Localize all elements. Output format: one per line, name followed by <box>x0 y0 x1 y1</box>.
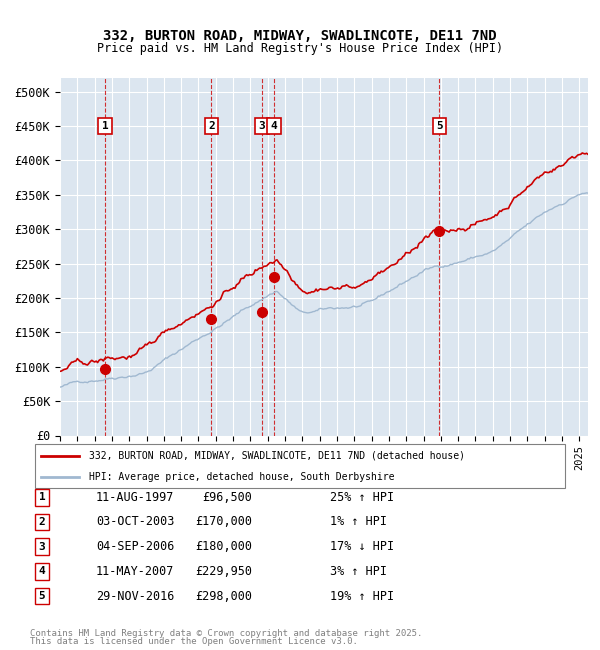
Text: £96,500: £96,500 <box>202 491 252 504</box>
Text: Contains HM Land Registry data © Crown copyright and database right 2025.: Contains HM Land Registry data © Crown c… <box>30 629 422 638</box>
Text: 19% ↑ HPI: 19% ↑ HPI <box>330 590 394 603</box>
Text: £180,000: £180,000 <box>195 540 252 553</box>
Text: 1: 1 <box>38 492 46 502</box>
Text: 2: 2 <box>38 517 46 527</box>
Text: 03-OCT-2003: 03-OCT-2003 <box>96 515 175 528</box>
Text: Price paid vs. HM Land Registry's House Price Index (HPI): Price paid vs. HM Land Registry's House … <box>97 42 503 55</box>
Text: 17% ↓ HPI: 17% ↓ HPI <box>330 540 394 553</box>
Text: This data is licensed under the Open Government Licence v3.0.: This data is licensed under the Open Gov… <box>30 637 358 646</box>
Text: 11-MAY-2007: 11-MAY-2007 <box>96 565 175 578</box>
Text: 332, BURTON ROAD, MIDWAY, SWADLINCOTE, DE11 7ND: 332, BURTON ROAD, MIDWAY, SWADLINCOTE, D… <box>103 29 497 44</box>
FancyBboxPatch shape <box>35 445 565 488</box>
Text: 4: 4 <box>271 121 277 131</box>
Text: 3% ↑ HPI: 3% ↑ HPI <box>330 565 387 578</box>
Text: £229,950: £229,950 <box>195 565 252 578</box>
Text: 4: 4 <box>38 566 46 577</box>
Text: 04-SEP-2006: 04-SEP-2006 <box>96 540 175 553</box>
Text: HPI: Average price, detached house, South Derbyshire: HPI: Average price, detached house, Sout… <box>89 472 395 482</box>
Text: 1% ↑ HPI: 1% ↑ HPI <box>330 515 387 528</box>
Text: 5: 5 <box>436 121 443 131</box>
Text: £298,000: £298,000 <box>195 590 252 603</box>
Text: 29-NOV-2016: 29-NOV-2016 <box>96 590 175 603</box>
Text: 2: 2 <box>208 121 215 131</box>
Text: £170,000: £170,000 <box>195 515 252 528</box>
Text: 3: 3 <box>38 541 46 552</box>
Text: 3: 3 <box>259 121 265 131</box>
Text: 5: 5 <box>38 591 46 601</box>
Text: 1: 1 <box>101 121 109 131</box>
Text: 25% ↑ HPI: 25% ↑ HPI <box>330 491 394 504</box>
Text: 11-AUG-1997: 11-AUG-1997 <box>96 491 175 504</box>
Text: 332, BURTON ROAD, MIDWAY, SWADLINCOTE, DE11 7ND (detached house): 332, BURTON ROAD, MIDWAY, SWADLINCOTE, D… <box>89 450 466 461</box>
